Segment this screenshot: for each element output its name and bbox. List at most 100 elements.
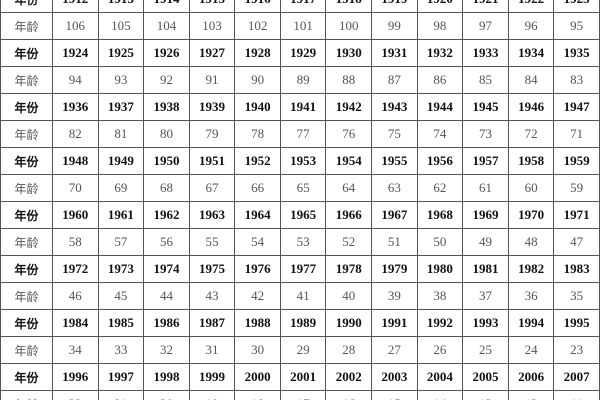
cell: 25: [462, 336, 509, 364]
table-row: 年龄222120191817161514131211: [0, 390, 600, 400]
cell: 1950: [143, 147, 190, 175]
cell: 1979: [371, 255, 418, 283]
cell: 16: [325, 390, 373, 400]
cell: 77: [279, 120, 327, 148]
row-label: 年龄: [0, 120, 53, 148]
cell: 14: [416, 390, 464, 400]
cell: 57: [97, 228, 145, 256]
cell: 1985: [97, 309, 145, 337]
table-row: 年份 1996 1997 1998 1999 2000 2001 2002 2003 2004 20…: [0, 363, 600, 391]
cell: 1960: [52, 201, 99, 229]
cell: 1945: [462, 93, 509, 121]
cell: 1944: [416, 93, 464, 121]
cell: 1915: [188, 0, 236, 13]
cell: 1928: [234, 39, 281, 67]
cell: 72: [507, 120, 555, 148]
cell: 2000: [234, 363, 281, 391]
cell: 1967: [371, 201, 418, 229]
row-label: 年份: [0, 201, 53, 229]
cell: 1934: [507, 39, 555, 67]
cell: 1921: [462, 0, 509, 13]
cell: 1940: [234, 93, 281, 121]
cell: 90: [234, 66, 281, 94]
cell: 23: [553, 336, 600, 364]
cell: 101: [279, 12, 327, 40]
cell: 79: [188, 120, 236, 148]
cell: 76: [325, 120, 373, 148]
cell: 1951: [188, 147, 236, 175]
row-label: 年龄: [0, 390, 53, 400]
cell: 37: [462, 282, 509, 310]
cell: 1936: [52, 93, 99, 121]
cell: 85: [462, 66, 509, 94]
cell: 1959: [553, 147, 600, 175]
cell: 48: [507, 228, 555, 256]
cell: 67: [188, 174, 236, 202]
cell: 1927: [188, 39, 236, 67]
cell: 51: [371, 228, 418, 256]
cell: 87: [371, 66, 418, 94]
row-label: 年龄: [0, 66, 53, 94]
cell: 1912: [52, 0, 99, 13]
cell: 40: [325, 282, 373, 310]
cell: 31: [188, 336, 236, 364]
cell: 1935: [553, 39, 600, 67]
cell: 69: [97, 174, 145, 202]
cell: 1913: [97, 0, 145, 13]
cell: 80: [143, 120, 190, 148]
cell: 1953: [279, 147, 327, 175]
cell: 1962: [143, 201, 190, 229]
cell: 1983: [553, 255, 600, 283]
cell: 2004: [416, 363, 464, 391]
cell: 102: [234, 12, 281, 40]
cell: 95: [553, 12, 600, 40]
cell: 65: [279, 174, 327, 202]
table-row: 年龄 46 45 44 43 42 41 40 39 38 37 36 35: [0, 282, 600, 310]
cell: 55: [188, 228, 236, 256]
cell: 59: [553, 174, 600, 202]
table-row: 年份19121913191419151916191719181919192019…: [0, 0, 600, 13]
cell: 35: [553, 282, 600, 310]
cell: 1924: [52, 39, 99, 67]
cell: 1982: [507, 255, 555, 283]
cell: 1971: [553, 201, 600, 229]
cell: 1918: [325, 0, 373, 13]
cell: 44: [143, 282, 190, 310]
cell: 1929: [279, 39, 327, 67]
cell: 1914: [143, 0, 190, 13]
cell: 73: [462, 120, 509, 148]
cell: 58: [52, 228, 99, 256]
cell: 1990: [325, 309, 373, 337]
cell: 1926: [143, 39, 190, 67]
cell: 1966: [325, 201, 373, 229]
cell: 74: [416, 120, 464, 148]
cell: 1943: [371, 93, 418, 121]
cell: 1998: [143, 363, 190, 391]
cell: 64: [325, 174, 373, 202]
cell: 1954: [325, 147, 373, 175]
cell: 1916: [234, 0, 281, 13]
cell: 21: [97, 390, 145, 400]
cell: 2001: [279, 363, 327, 391]
cell: 1988: [234, 309, 281, 337]
cell: 82: [52, 120, 99, 148]
cell: 1917: [279, 0, 327, 13]
table-row: 年龄 106 105 104 103 102 101 100 99 98 97 96 95: [0, 12, 600, 40]
cell: 71: [553, 120, 600, 148]
cell: 70: [52, 174, 99, 202]
table-row: 年份 1960 1961 1962 1963 1964 1965 1966 1967 1968 19…: [0, 201, 600, 229]
table-row: 年份 1936 1937 1938 1939 1940 1941 1942 1943 1944 19…: [0, 93, 600, 121]
cell: 75: [371, 120, 418, 148]
cell: 89: [279, 66, 327, 94]
cell: 1952: [234, 147, 281, 175]
table-row: 年龄 94 93 92 91 90 89 88 87 86 85 84 83: [0, 66, 600, 94]
cell: 45: [97, 282, 145, 310]
cell: 1978: [325, 255, 373, 283]
cell: 1975: [188, 255, 236, 283]
cell: 1984: [52, 309, 99, 337]
cell: 2003: [371, 363, 418, 391]
cell: 11: [553, 390, 600, 400]
cell: 50: [416, 228, 464, 256]
cell: 68: [143, 174, 190, 202]
